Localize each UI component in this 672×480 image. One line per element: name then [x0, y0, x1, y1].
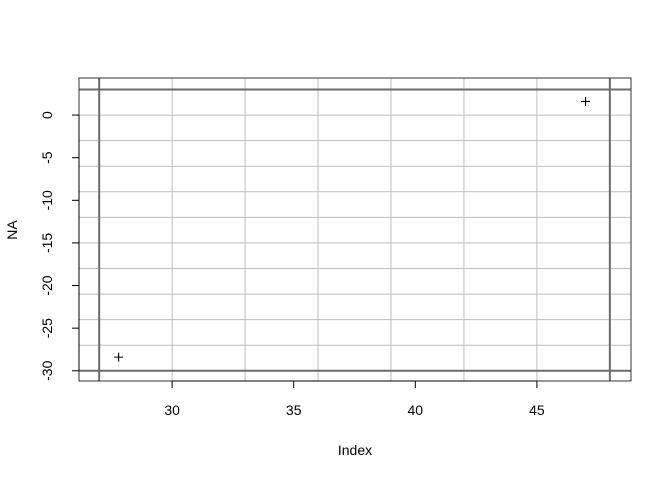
- reference-lines: [79, 78, 631, 381]
- x-tick-label: 35: [286, 402, 302, 418]
- y-tick-label: -30: [39, 360, 55, 380]
- x-tick-label: 45: [529, 402, 545, 418]
- plot-frame: [78, 77, 632, 382]
- grid: [79, 78, 631, 381]
- x-tick-label: 30: [164, 402, 180, 418]
- y-tick-label: -20: [39, 275, 55, 295]
- points: [114, 96, 591, 362]
- axes: 30 35 40 45 0 -5 -10 -15 -20 -25 -30: [39, 111, 545, 418]
- y-tick-label: -15: [39, 233, 55, 253]
- y-tick-label: -25: [39, 318, 55, 338]
- x-axis-label: Index: [338, 442, 372, 458]
- data-point: [114, 352, 124, 362]
- y-tick-label: 0: [39, 111, 55, 119]
- y-tick-label: -10: [39, 190, 55, 210]
- data-point: [581, 96, 591, 106]
- y-axis-label: NA: [4, 220, 20, 240]
- y-tick-label: -5: [39, 151, 55, 164]
- x-tick-label: 40: [408, 402, 424, 418]
